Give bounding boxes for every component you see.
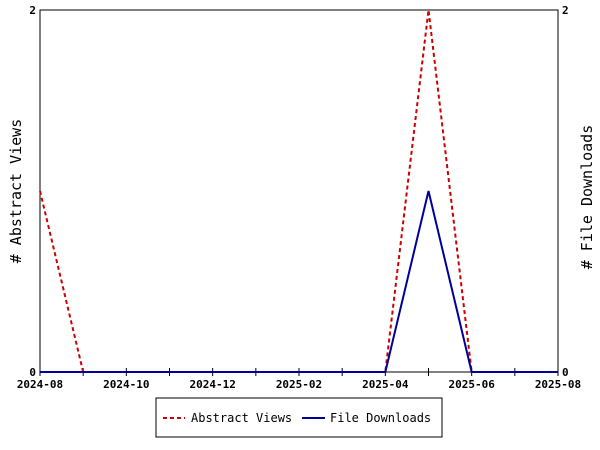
legend-box [155, 397, 443, 438]
x-tick-label-2024-08: 2024-08 [17, 378, 63, 391]
x-tick-label-2025-02: 2025-02 [276, 378, 322, 391]
y-left-axis-title: # Abstract Views [7, 119, 25, 264]
series-layer [39, 9, 558, 373]
series-line-abstract-views [39, 9, 558, 373]
legend-label-abstract-views: Abstract Views [191, 411, 292, 425]
x-axis-tick-labels: 2024-08 2024-10 2024-12 2025-02 2025-04 2025-… [17, 378, 581, 391]
series-line-file-downloads [40, 190, 558, 373]
y-left-tick-labels: 02 [29, 4, 44, 379]
y-right-axis-title: # File Downloads [578, 125, 596, 270]
x-tick-label-2025-06: 2025-06 [448, 378, 495, 391]
plot-area-frame [39, 9, 559, 373]
x-tick-label-2025-04: 2025-04 [362, 378, 409, 391]
x-tick-label-2024-12: 2024-12 [189, 378, 235, 391]
x-tick-label-2025-08: 2025-08 [535, 378, 581, 391]
legend: Abstract Views File Downloads [155, 397, 443, 438]
legend-label-file-downloads: File Downloads [330, 411, 431, 425]
y-right-tick-label-2: 2 [562, 4, 569, 17]
x-tick-label-2024-10: 2024-10 [103, 378, 149, 391]
y-left-tick-label-2: 2 [29, 4, 36, 17]
y-right-tick-labels: 02 [554, 4, 569, 379]
y-left-tick-label-0: 0 [29, 366, 36, 379]
y-right-tick-label-0: 0 [562, 366, 569, 379]
